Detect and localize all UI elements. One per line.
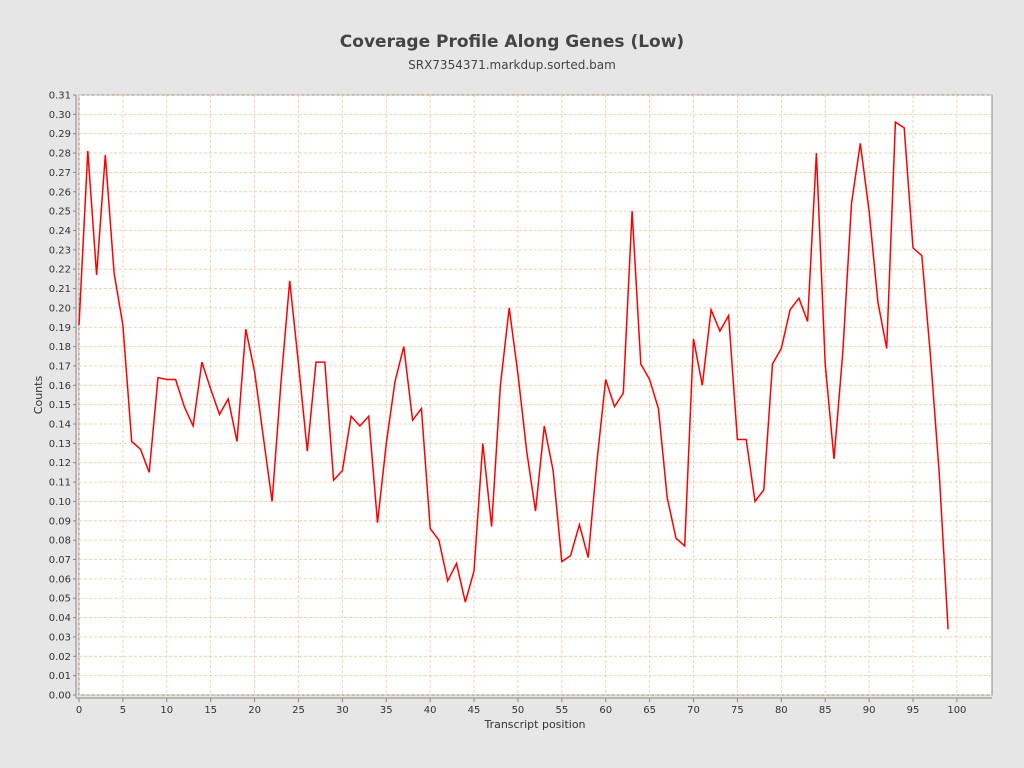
y-tick-label: 0.09 <box>49 516 71 527</box>
x-tick-label: 80 <box>775 705 788 716</box>
y-tick-label: 0.27 <box>49 168 71 179</box>
y-tick-label: 0.14 <box>49 420 71 431</box>
y-axis-label: Counts <box>32 376 45 415</box>
x-tick-label: 40 <box>424 705 437 716</box>
y-tick-label: 0.13 <box>49 439 71 450</box>
chart-title: Coverage Profile Along Genes (Low) <box>339 32 685 52</box>
x-axis: 0 5 10 15 20 25 30 35 40 45 50 55 60 65 70 75 80 85 90 95 10… <box>76 698 966 716</box>
x-tick-label: 50 <box>512 705 525 716</box>
coverage-line <box>78 120 949 630</box>
x-tick-label: 30 <box>336 705 349 716</box>
y-tick-label: 0.22 <box>49 265 71 276</box>
y-tick-label: 0.24 <box>49 226 71 237</box>
y-tick-label: 0.21 <box>49 284 71 295</box>
y-tick-label: 0.04 <box>49 613 71 624</box>
x-tick-label: 25 <box>292 705 305 716</box>
x-tick-label: 100 <box>947 705 966 716</box>
x-tick-label: 95 <box>907 705 920 716</box>
y-tick-label: 0.01 <box>49 671 71 682</box>
x-tick-label: 70 <box>687 705 700 716</box>
x-tick-label: 5 <box>120 705 126 716</box>
y-tick-label: 0.25 <box>49 207 71 218</box>
y-tick-label: 0.10 <box>49 497 71 508</box>
y-tick-label: 0.29 <box>49 129 71 140</box>
y-tick-label: 0.08 <box>49 536 71 547</box>
y-tick-label: 0.20 <box>49 303 71 314</box>
x-tick-label: 10 <box>160 705 173 716</box>
x-tick-label: 45 <box>468 705 481 716</box>
y-tick-label: 0.07 <box>49 555 71 566</box>
x-tick-label: 0 <box>76 705 82 716</box>
x-tick-label: 35 <box>380 705 393 716</box>
chart-subtitle: SRX7354371.markdup.sorted.bam <box>408 58 616 72</box>
y-tick-label: 0.31 <box>49 91 71 102</box>
x-tick-label: 65 <box>643 705 656 716</box>
y-axis: 0.00 0.01 0.02 0.03 0.04 0.05 0.06 0.07 0.08 0.09… <box>49 91 76 702</box>
x-tick-label: 75 <box>731 705 744 716</box>
plot-area <box>78 94 993 696</box>
y-tick-label: 0.15 <box>49 400 71 411</box>
y-tick-label: 0.00 <box>49 691 71 702</box>
x-tick-label: 15 <box>204 705 217 716</box>
x-tick-label: 20 <box>248 705 261 716</box>
y-tick-label: 0.28 <box>49 149 71 160</box>
y-tick-label: 0.17 <box>49 361 71 372</box>
y-tick-label: 0.12 <box>49 458 71 469</box>
x-axis-label: Transcript position <box>483 718 585 731</box>
x-tick-label: 90 <box>863 705 876 716</box>
data-points <box>78 121 949 630</box>
y-tick-label: 0.11 <box>49 478 71 489</box>
y-tick-label: 0.19 <box>49 323 71 334</box>
y-tick-label: 0.26 <box>49 187 71 198</box>
y-tick-label: 0.30 <box>49 110 71 121</box>
y-tick-label: 0.23 <box>49 245 71 256</box>
x-tick-label: 55 <box>555 705 568 716</box>
y-tick-label: 0.02 <box>49 652 71 663</box>
grid <box>78 94 992 696</box>
y-tick-label: 0.05 <box>49 594 71 605</box>
y-tick-label: 0.18 <box>49 342 71 353</box>
y-tick-label: 0.06 <box>49 574 71 585</box>
y-tick-label: 0.03 <box>49 632 71 643</box>
x-tick-label: 85 <box>819 705 832 716</box>
x-tick-label: 60 <box>599 705 612 716</box>
y-tick-label: 0.16 <box>49 381 71 392</box>
